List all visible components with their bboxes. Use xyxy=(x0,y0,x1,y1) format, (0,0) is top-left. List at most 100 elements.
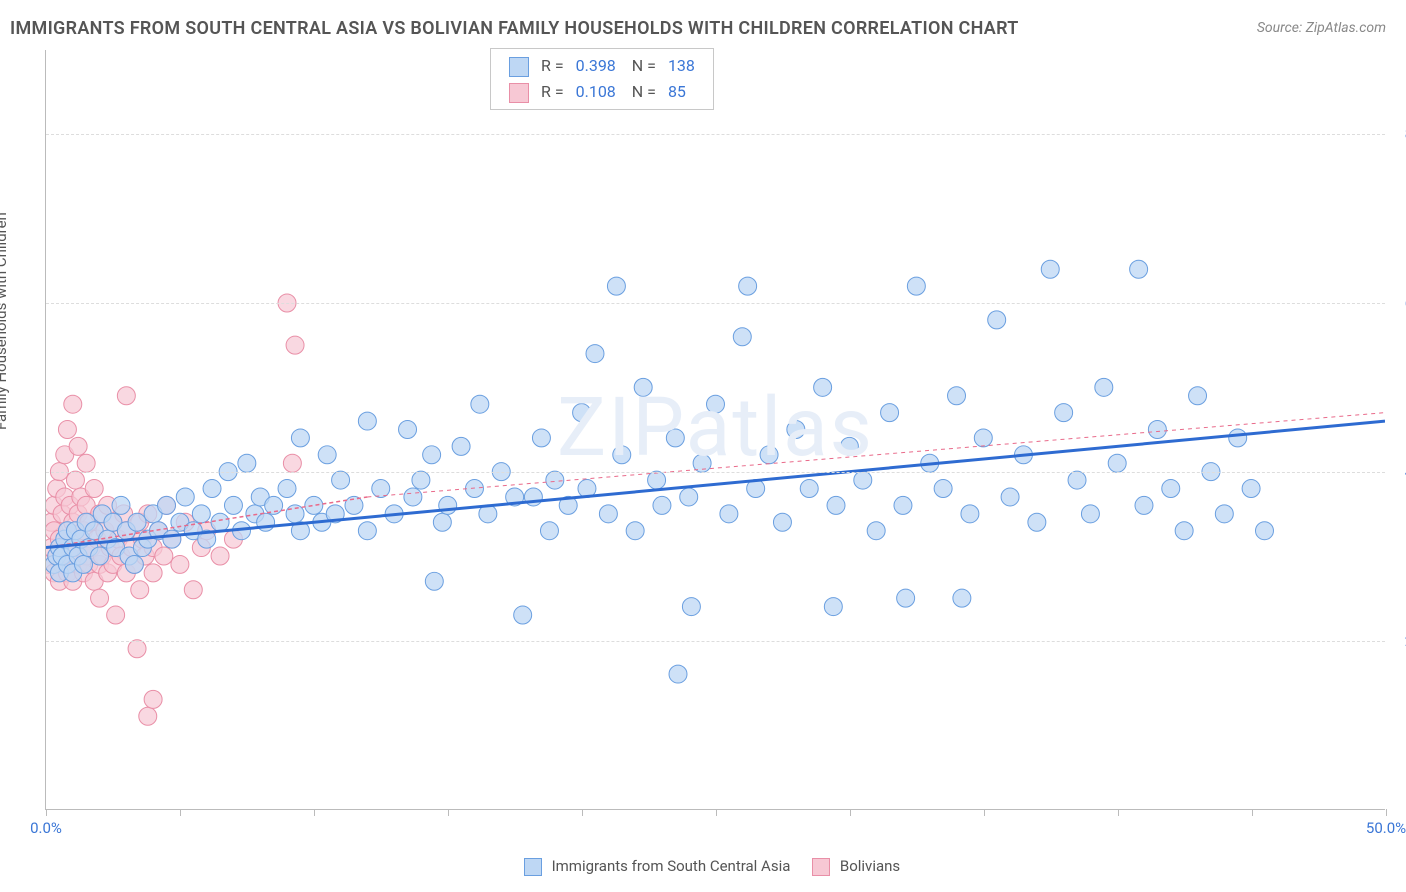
data-point xyxy=(666,429,684,447)
data-point xyxy=(1242,480,1260,498)
data-point xyxy=(171,555,189,573)
data-point xyxy=(358,412,376,430)
data-point xyxy=(827,496,845,514)
data-point xyxy=(471,395,489,413)
data-point xyxy=(532,429,550,447)
data-point xyxy=(1108,454,1126,472)
data-point xyxy=(1135,496,1153,514)
data-point xyxy=(1189,387,1207,405)
bottom-legend: Immigrants from South Central Asia Boliv… xyxy=(0,857,1406,876)
data-point xyxy=(739,277,757,295)
data-point xyxy=(974,429,992,447)
data-point xyxy=(58,421,76,439)
data-point xyxy=(961,505,979,523)
stats-r-b: 0.108 xyxy=(570,79,622,105)
data-point xyxy=(144,690,162,708)
stats-swatch-a xyxy=(509,57,529,77)
data-point xyxy=(720,505,738,523)
legend-swatch-a xyxy=(524,858,542,876)
data-point xyxy=(452,437,470,455)
data-point xyxy=(412,471,430,489)
stats-n-a: 138 xyxy=(662,53,701,79)
legend-label-b: Bolivians xyxy=(840,857,900,875)
data-point xyxy=(1130,260,1148,278)
data-point xyxy=(800,480,818,498)
stats-row-a: R = 0.398 N = 138 xyxy=(503,53,701,79)
data-point xyxy=(653,496,671,514)
data-point xyxy=(286,505,304,523)
data-point xyxy=(176,488,194,506)
data-point xyxy=(404,488,422,506)
data-point xyxy=(760,446,778,464)
data-point xyxy=(211,547,229,565)
data-point xyxy=(211,513,229,531)
data-point xyxy=(305,496,323,514)
x-tick xyxy=(582,809,583,816)
data-point xyxy=(91,589,109,607)
x-tick xyxy=(716,809,717,816)
x-tick-label: 50.0% xyxy=(1366,819,1406,837)
stats-n-b: 85 xyxy=(662,79,701,105)
data-point xyxy=(607,277,625,295)
data-point xyxy=(1068,471,1086,489)
data-point xyxy=(953,589,971,607)
data-point xyxy=(1215,505,1233,523)
gridline xyxy=(46,134,1385,135)
data-point xyxy=(824,598,842,616)
data-point xyxy=(192,505,210,523)
data-point xyxy=(773,513,791,531)
data-point xyxy=(163,530,181,548)
data-point xyxy=(613,446,631,464)
x-tick xyxy=(1252,809,1253,816)
stats-row-b: R = 0.108 N = 85 xyxy=(503,79,701,105)
data-point xyxy=(1028,513,1046,531)
data-point xyxy=(648,471,666,489)
data-point xyxy=(1175,522,1193,540)
y-axis-label: Family Households with Children xyxy=(0,212,10,430)
data-point xyxy=(91,547,109,565)
data-point xyxy=(1041,260,1059,278)
data-point xyxy=(682,598,700,616)
stats-legend-box: R = 0.398 N = 138 R = 0.108 N = 85 xyxy=(490,48,714,110)
data-point xyxy=(540,522,558,540)
stats-r-a: 0.398 xyxy=(570,53,622,79)
data-point xyxy=(573,404,591,422)
data-point xyxy=(85,480,103,498)
data-point xyxy=(399,421,417,439)
data-point xyxy=(74,555,92,573)
data-point xyxy=(144,564,162,582)
stats-n-label: N = xyxy=(622,53,662,79)
data-point xyxy=(64,395,82,413)
legend-swatch-b xyxy=(812,858,830,876)
data-point xyxy=(238,454,256,472)
data-point xyxy=(107,606,125,624)
data-point xyxy=(155,547,173,565)
data-point xyxy=(814,378,832,396)
chart-title: IMMIGRANTS FROM SOUTH CENTRAL ASIA VS BO… xyxy=(10,18,1019,39)
data-point xyxy=(867,522,885,540)
data-point xyxy=(680,488,698,506)
data-point xyxy=(894,496,912,514)
data-point xyxy=(128,513,146,531)
data-point xyxy=(139,707,157,725)
plot-area: ZIPatlas 20.0%40.0%60.0%80.0%0.0%50.0% xyxy=(45,50,1385,810)
data-point xyxy=(433,513,451,531)
data-point xyxy=(1229,429,1247,447)
data-point xyxy=(514,606,532,624)
data-point xyxy=(184,581,202,599)
data-point xyxy=(128,640,146,658)
data-point xyxy=(66,471,84,489)
data-point xyxy=(265,496,283,514)
data-point xyxy=(117,387,135,405)
gridline xyxy=(46,641,1385,642)
x-tick xyxy=(1118,809,1119,816)
gridline xyxy=(46,472,1385,473)
data-point xyxy=(158,496,176,514)
data-point xyxy=(1001,488,1019,506)
legend-label-a: Immigrants from South Central Asia xyxy=(552,857,791,875)
x-tick xyxy=(314,809,315,816)
data-point xyxy=(599,505,617,523)
data-point xyxy=(125,555,143,573)
data-point xyxy=(332,471,350,489)
data-point xyxy=(1055,404,1073,422)
